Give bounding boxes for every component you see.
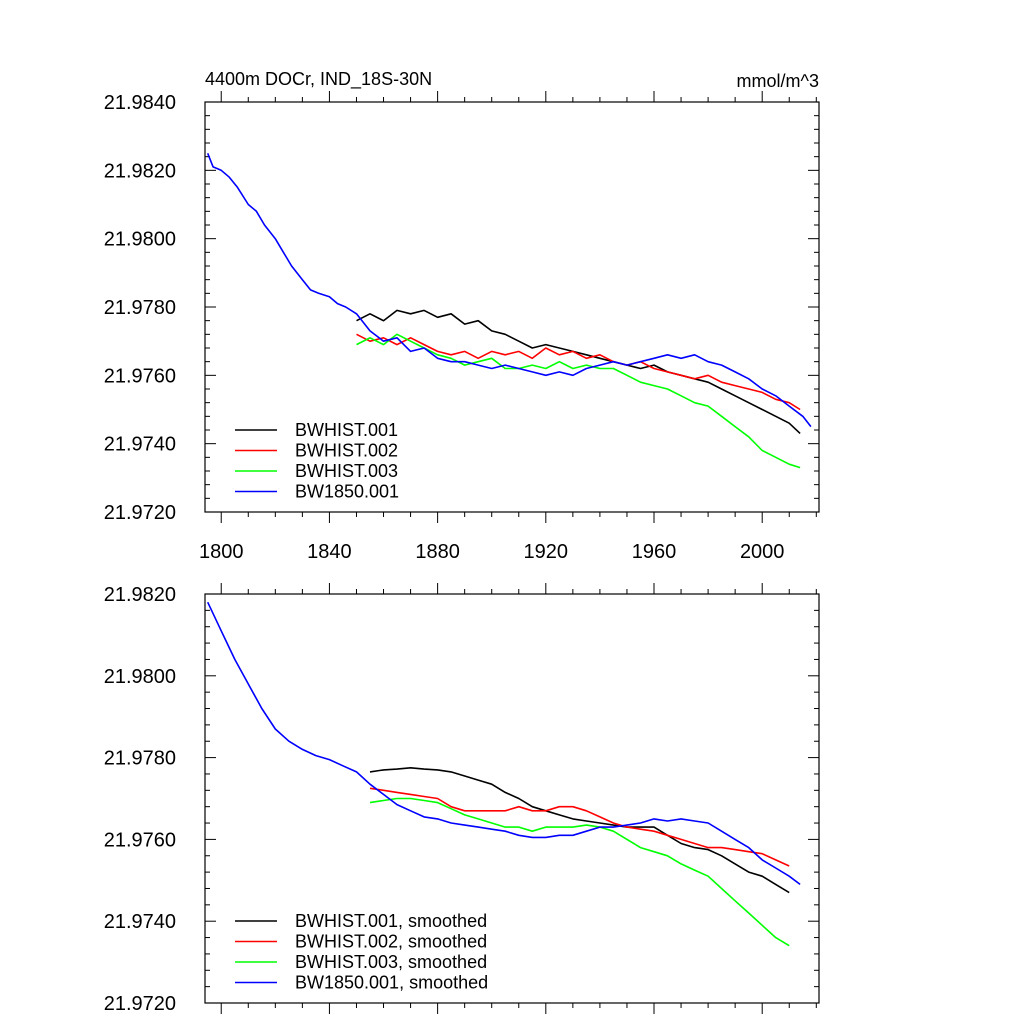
- y-tick-label: 21.9760: [104, 829, 176, 851]
- series-line-2: [356, 333, 801, 411]
- y-tick-label: 21.9780: [104, 748, 176, 770]
- series-line-2: [369, 787, 790, 867]
- legend-label-4: BW1850.001, smoothed: [295, 973, 488, 993]
- top-panel-title: 4400m DOCr, IND_18S-30N: [205, 69, 432, 90]
- y-tick-label: 21.9840: [104, 92, 176, 114]
- series-line-1: [369, 766, 790, 894]
- legend-label-2: BWHIST.002: [295, 441, 398, 461]
- series-line-3: [356, 333, 801, 469]
- x-tick-label: 1800: [199, 541, 244, 563]
- x-tick-label: 1960: [632, 541, 677, 563]
- top-panel-units: mmol/m^3: [737, 71, 819, 91]
- legend-label-1: BWHIST.001, smoothed: [295, 911, 487, 931]
- y-tick-label: 21.9820: [104, 160, 176, 182]
- y-tick-label: 21.9800: [104, 229, 176, 251]
- y-tick-label: 21.9760: [104, 365, 176, 387]
- x-tick-label: 1920: [524, 541, 569, 563]
- legend-label-2: BWHIST.002, smoothed: [295, 932, 487, 952]
- x-tick-label: 1880: [415, 541, 460, 563]
- series-line-1: [356, 309, 801, 434]
- y-tick-label: 21.9720: [104, 993, 176, 1015]
- top-panel: 4400m DOCr, IND_18S-30N mmol/m^3 21.9720…: [104, 69, 820, 563]
- legend-label-1: BWHIST.001: [295, 420, 398, 440]
- y-tick-label: 21.9800: [104, 666, 176, 688]
- y-tick-label: 21.9740: [104, 911, 176, 933]
- plot-frame: [204, 593, 820, 1004]
- y-tick-label: 21.9820: [104, 584, 176, 606]
- x-tick-label: 2000: [740, 541, 785, 563]
- series-line-4: [206, 153, 812, 428]
- series-line-4: [206, 601, 801, 886]
- bottom-panel: 21.9720 21.9740 21.9760 21.9780 21.9800 21.98…: [104, 583, 820, 1015]
- y-tick-label: 21.9740: [104, 434, 176, 456]
- y-tick-label: 21.9720: [104, 502, 176, 524]
- legend-label-3: BWHIST.003: [295, 461, 398, 481]
- x-tick-label: 1840: [307, 541, 352, 563]
- legend-label-4: BW1850.001: [295, 482, 399, 502]
- legend-label-3: BWHIST.003, smoothed: [295, 952, 487, 972]
- y-tick-label: 21.9780: [104, 297, 176, 319]
- series-line-3: [369, 797, 790, 947]
